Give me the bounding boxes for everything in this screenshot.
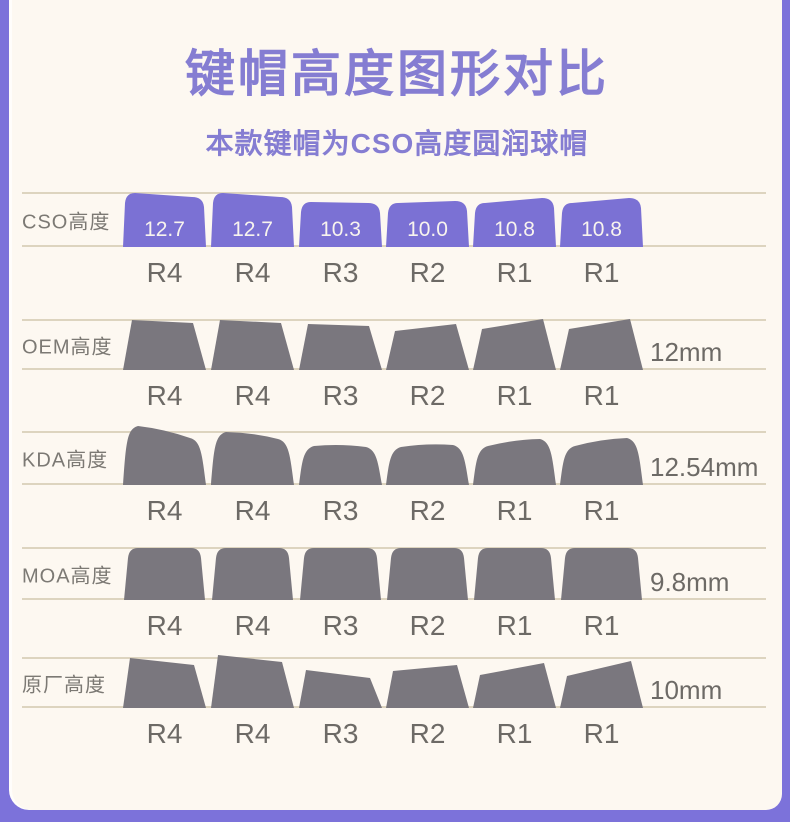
page-subtitle: 本款键帽为CSO高度圆润球帽 — [205, 128, 589, 159]
keycap-shape-oem-r3 — [299, 324, 382, 370]
profile-rows: CSO高度 12.7 12.7 10.3 10.0 10.8 10.8 R4 R4 R3 R2 R1 R… — [22, 0, 766, 810]
row-tick-label: R1 — [583, 610, 620, 641]
row-tick-label: R4 — [146, 718, 183, 749]
keycap-height-value: 10.8 — [581, 218, 622, 241]
row-tick-label: R3 — [322, 380, 359, 411]
keycap-shape-cso-r4 — [211, 193, 294, 247]
profile-height-label: 12.54mm — [650, 452, 759, 482]
profile-row-label: 原厂高度 — [22, 674, 106, 696]
row-top-rule — [22, 319, 766, 321]
keycap-shape-oem-r2 — [386, 324, 469, 370]
row-top-rule — [22, 547, 766, 549]
row-tick-label: R1 — [583, 495, 620, 526]
row-tick-label: R4 — [146, 380, 183, 411]
keycap-shape-kda-r1 — [560, 438, 643, 485]
row-tick-label: R4 — [146, 495, 183, 526]
keycap-shape-cherry-r3 — [299, 670, 382, 708]
row-tick-label: R1 — [496, 495, 533, 526]
keycap-shape-oem-r4 — [211, 320, 294, 370]
row-tick-label: R4 — [234, 610, 271, 641]
keycap-shape-kda-r2 — [386, 444, 469, 485]
keycap-height-value: 10.3 — [320, 218, 361, 241]
content-card: 键帽高度图形对比 本款键帽为CSO高度圆润球帽 CSO高度 12.7 12.7 10.… — [12, 0, 782, 810]
row-tick-label: R3 — [322, 257, 359, 288]
row-ticks: R4 R4 R3 R2 R1 R1 — [22, 495, 766, 531]
profile-band-kda: KDA高度 12.54mm — [22, 426, 766, 485]
keycap-shape-cso-r2 — [386, 201, 469, 247]
profile-height-label: 10mm — [650, 675, 723, 705]
profile-row-label: CSO高度 — [22, 211, 111, 233]
keycap-shape-kda-r4 — [211, 432, 294, 485]
row-tick-label: R1 — [496, 380, 533, 411]
row-tick-label: R2 — [409, 257, 446, 288]
row-top-rule — [22, 431, 766, 433]
row-ticks: R4 R4 R3 R2 R1 R1 — [22, 380, 766, 416]
profile-band-cherry: 原厂高度 10mm — [22, 655, 766, 708]
keycap-shape-cherry-r1 — [560, 661, 643, 708]
keycap-shape-moa-r3 — [300, 548, 381, 600]
keycap-shape-moa-r1 — [561, 548, 642, 600]
profile-band-moa: MOA高度 9.8mm — [22, 547, 766, 600]
row-tick-label: R4 — [146, 257, 183, 288]
keycap-height-value: 12.7 — [144, 218, 185, 241]
row-tick-label: R2 — [409, 610, 446, 641]
row-tick-label: R2 — [409, 380, 446, 411]
profile-row-label: KDA高度 — [22, 449, 109, 472]
row-tick-label: R4 — [234, 718, 271, 749]
keycap-shape-kda-r4 — [123, 426, 206, 485]
row-tick-label: R4 — [234, 380, 271, 411]
row-top-rule — [22, 657, 766, 659]
row-tick-label: R1 — [583, 257, 620, 288]
keycap-shape-cherry-r2 — [386, 665, 469, 708]
keycap-height-value: 10.0 — [407, 218, 448, 241]
keycap-shape-moa-r2 — [387, 548, 468, 600]
row-ticks: R4 R4 R3 R2 R1 R1 — [22, 718, 766, 754]
row-tick-label: R4 — [146, 610, 183, 641]
row-tick-label: R1 — [496, 718, 533, 749]
row-top-rule — [22, 192, 766, 194]
row-tick-label: R2 — [409, 718, 446, 749]
keycap-shape-cso-r4 — [123, 193, 206, 247]
row-tick-label: R3 — [322, 495, 359, 526]
keycap-shape-cherry-r4 — [211, 655, 294, 708]
row-tick-label: R1 — [583, 718, 620, 749]
keycap-shape-moa-r4 — [212, 548, 293, 600]
keycap-shape-kda-r1 — [473, 439, 556, 485]
profile-height-label: 9.8mm — [650, 567, 730, 597]
profile-row-label: OEM高度 — [22, 336, 113, 358]
page-title: 键帽高度图形对比 — [185, 46, 609, 102]
row-ticks: R4 R4 R3 R2 R1 R1 — [22, 257, 766, 293]
row-tick-label: R1 — [496, 610, 533, 641]
keycap-shape-cso-r1 — [560, 198, 643, 247]
keycap-shape-cso-r1 — [473, 198, 556, 247]
keycap-shape-oem-r1 — [473, 319, 556, 370]
row-tick-label: R4 — [234, 495, 271, 526]
row-tick-label: R1 — [496, 257, 533, 288]
keycap-shape-cso-r3 — [299, 202, 382, 247]
keycap-shape-moa-r1 — [474, 548, 555, 600]
keycap-shape-oem-r1 — [560, 319, 643, 370]
row-tick-label: R2 — [409, 495, 446, 526]
keycap-shape-cherry-r4 — [123, 658, 206, 708]
keycap-height-value: 12.7 — [232, 218, 273, 241]
keycap-shape-cherry-r1 — [473, 663, 556, 708]
row-tick-label: R4 — [234, 257, 271, 288]
keycap-shape-oem-r4 — [123, 320, 206, 370]
row-ticks: R4 R4 R3 R2 R1 R1 — [22, 610, 766, 646]
keycap-height-value: 10.8 — [494, 218, 535, 241]
row-tick-label: R1 — [583, 380, 620, 411]
profile-band-oem: OEM高度 12mm — [22, 319, 766, 370]
row-tick-label: R3 — [322, 610, 359, 641]
row-tick-label: R3 — [322, 718, 359, 749]
profile-row-label: MOA高度 — [22, 565, 113, 587]
profile-height-label: 12mm — [650, 337, 723, 367]
keycap-shape-kda-r3 — [299, 444, 382, 485]
profile-band-cso: CSO高度 12.7 12.7 10.3 10.0 10.8 10.8 — [22, 192, 766, 247]
keycap-shape-moa-r4 — [124, 548, 205, 600]
